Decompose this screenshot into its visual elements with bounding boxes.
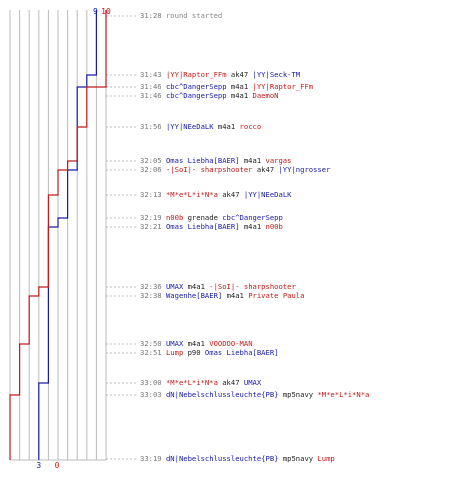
kill-entry: 32:38 Wagenhe[BAER] m4a1 Private Paula — [140, 291, 304, 300]
event-time: 31:43 — [140, 70, 166, 79]
axis-label-red-start: 10 — [101, 7, 111, 16]
event-message: round started — [165, 11, 223, 20]
event-time: 33:19 — [140, 454, 166, 463]
kill-entry: 33:19 dN|Nebelschlussleuchte{PB} mp5navy… — [140, 454, 335, 463]
axis-label-blue-start: 9 — [93, 7, 98, 16]
event-time: 32:38 — [140, 291, 166, 300]
event-time: 32:36 — [140, 282, 166, 291]
killer-name: UMAX — [165, 339, 188, 348]
victim-name: |YY|Seck-TM — [252, 70, 301, 79]
victim-name: |YY|NEeDaLK — [243, 190, 292, 199]
weapon-name: m4a1 — [243, 156, 266, 165]
victim-name: DaemoN — [252, 91, 279, 100]
victim-name: vargas — [265, 156, 292, 165]
weapon-name: ak47 — [230, 70, 253, 79]
kill-entry: 32:05 Omas Liebha[BAER] m4a1 vargas — [140, 156, 291, 165]
victim-name: *M*e*L*i*N*a — [317, 390, 370, 399]
killer-name: Omas Liebha[BAER] — [165, 222, 244, 231]
killer-name: *M*e*L*i*N*a — [165, 190, 223, 199]
kill-entry: 33:03 dN|Nebelschlussleuchte{PB} mp5navy… — [140, 390, 369, 399]
killer-name: UMAX — [165, 282, 188, 291]
weapon-name: mp5navy — [282, 454, 318, 463]
weapon-name: m4a1 — [230, 82, 253, 91]
kill-log: 31:28 round started 31:43 |YY|Raptor_FFm … — [140, 0, 450, 500]
kill-entry: 31:43 |YY|Raptor_FFm ak47 |YY|Seck-TM — [140, 70, 300, 79]
kill-entry: 31:46 cbc^DangerSepp m4a1 |YY|Raptor_FFm — [140, 82, 313, 91]
killer-name: cbc^DangerSepp — [165, 82, 231, 91]
weapon-name: ak47 — [256, 165, 279, 174]
axis-label-blue-end: 3 — [36, 461, 41, 470]
weapon-name: m4a1 — [187, 339, 210, 348]
killer-name: Omas Liebha[BAER] — [165, 156, 244, 165]
axis-label-red-end: 0 — [55, 461, 60, 470]
event-time: 32:05 — [140, 156, 166, 165]
kill-entry: 32:13 *M*e*L*i*N*a ak47 |YY|NEeDaLK — [140, 190, 291, 199]
kill-entry: 31:46 cbc^DangerSepp m4a1 DaemoN — [140, 91, 279, 100]
kill-entry: 32:50 UMAX m4a1 VOODOO-MAN — [140, 339, 253, 348]
victim-name: Private Paula — [248, 291, 305, 300]
victim-name: -|SoI|- sharpshooter — [209, 282, 296, 291]
killer-name: Wagenhe[BAER] — [165, 291, 227, 300]
killer-name: dN|Nebelschlussleuchte{PB} — [165, 454, 283, 463]
victim-name: Lump — [317, 454, 335, 463]
event-time: 31:46 — [140, 82, 166, 91]
victim-name: VOODOO-MAN — [209, 339, 253, 348]
kill-entry: 32:19 n00b grenade cbc^DangerSepp — [140, 213, 283, 222]
victim-name: rocco — [239, 122, 262, 131]
event-time: 31:28 — [140, 11, 166, 20]
kill-entry: 32:06 -|SoI|- sharpshooter ak47 |YY|ngro… — [140, 165, 330, 174]
kill-entry: 32:21 Omas Liebha[BAER] m4a1 n00b — [140, 222, 283, 231]
event-time: 32:19 — [140, 213, 166, 222]
weapon-name: grenade — [187, 213, 223, 222]
event-time: 31:46 — [140, 91, 166, 100]
killer-name: |YY|NEeDaLK — [165, 122, 218, 131]
round-start-entry: 31:28 round started — [140, 11, 222, 20]
kill-entry: 33:00 *M*e*L*i*N*a ak47 UMAX — [140, 378, 261, 387]
victim-name: |YY|ngrosser — [278, 165, 331, 174]
blue-team-line — [38, 10, 97, 460]
weapon-name: ak47 — [222, 378, 244, 387]
weapon-name: mp5navy — [282, 390, 318, 399]
event-time: 31:56 — [140, 122, 166, 131]
victim-name: cbc^DangerSepp — [222, 213, 283, 222]
event-time: 32:50 — [140, 339, 166, 348]
kill-entry: 32:51 Lump p90 Omas Liebha[BAER] — [140, 348, 279, 357]
event-time: 32:06 — [140, 165, 166, 174]
event-time: 33:00 — [140, 378, 166, 387]
killer-name: cbc^DangerSepp — [165, 91, 231, 100]
weapon-name: m4a1 — [230, 91, 253, 100]
red-team-line — [9, 10, 107, 460]
weapon-name: p90 — [187, 348, 205, 357]
event-time: 33:03 — [140, 390, 166, 399]
kill-entry: 31:56 |YY|NEeDaLK m4a1 rocco — [140, 122, 261, 131]
event-time: 32:21 — [140, 222, 166, 231]
killer-name: n00b — [165, 213, 188, 222]
victim-name: n00b — [265, 222, 283, 231]
weapon-name: m4a1 — [226, 291, 249, 300]
victim-name: |YY|Raptor_FFm — [252, 82, 314, 91]
weapon-name: m4a1 — [243, 222, 266, 231]
killer-name: -|SoI|- sharpshooter — [165, 165, 257, 174]
kill-entry: 32:36 UMAX m4a1 -|SoI|- sharpshooter — [140, 282, 296, 291]
weapon-name: m4a1 — [217, 122, 240, 131]
event-time: 32:13 — [140, 190, 166, 199]
killer-name: Lump — [165, 348, 188, 357]
event-time: 32:51 — [140, 348, 166, 357]
killer-name: dN|Nebelschlussleuchte{PB} — [165, 390, 283, 399]
killer-name: |YY|Raptor_FFm — [165, 70, 231, 79]
weapon-name: m4a1 — [187, 282, 210, 291]
victim-name: Omas Liebha[BAER] — [204, 348, 279, 357]
weapon-name: ak47 — [222, 190, 244, 199]
killer-name: *M*e*L*i*N*a — [165, 378, 223, 387]
victim-name: UMAX — [243, 378, 262, 387]
